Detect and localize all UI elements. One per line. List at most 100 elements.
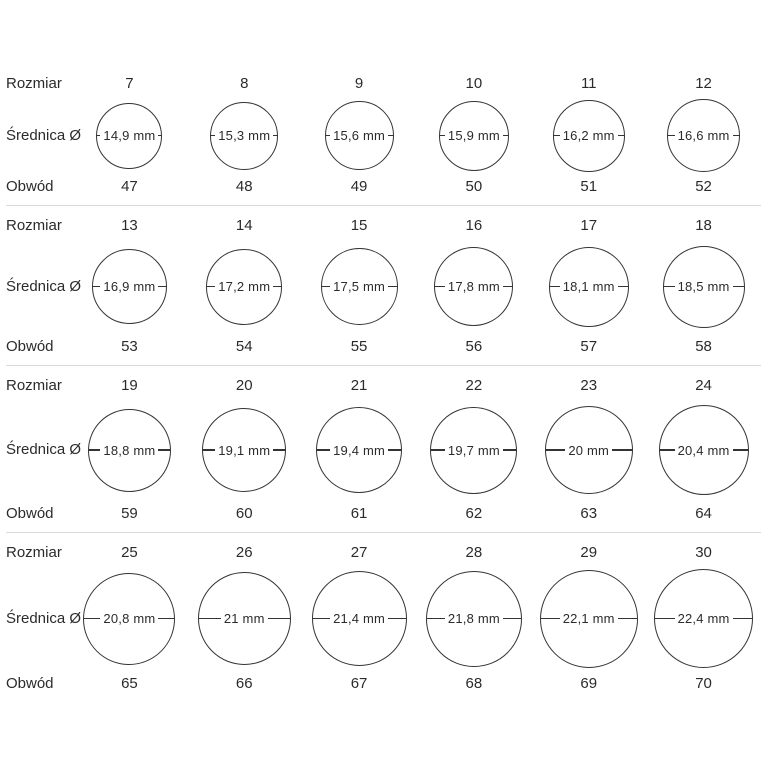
diameter-line-left	[439, 134, 445, 137]
circumference-number: 58	[695, 338, 712, 355]
ring-size-number: 25	[121, 544, 138, 561]
ring-circle: 21 mm	[197, 572, 291, 665]
diameter-line-left	[203, 449, 216, 451]
label-rozmiar: Rozmiar	[6, 544, 62, 561]
row-labels: Rozmiar Średnica Ø Obwód	[6, 533, 81, 702]
ring-circle: 20,8 mm	[83, 572, 176, 665]
diameter-label: 18,8 mm	[103, 442, 156, 458]
diameter-line-left	[84, 617, 101, 620]
row-labels: Rozmiar Średnica Ø Obwód	[6, 366, 81, 532]
row-labels: Rozmiar Średnica Ø Obwód	[6, 64, 81, 205]
ring-size-cell: 25 20,8 mm 65	[72, 533, 187, 702]
diameter-line-right	[158, 449, 170, 451]
ring-circle: 19,1 mm	[202, 408, 287, 492]
diameter-label: 15,9 mm	[447, 128, 500, 143]
diameter-line-left	[317, 449, 331, 451]
diameter-line-right	[502, 449, 517, 451]
diameter-label: 19,1 mm	[218, 442, 271, 458]
label-obwod: Obwód	[6, 505, 54, 522]
ring-circle-wrap: 18,5 mm	[662, 236, 745, 337]
circumference-number: 67	[350, 675, 368, 692]
circumference-number: 65	[121, 675, 138, 692]
ring-circle: 16,6 mm	[667, 99, 741, 172]
ring-size-number: 12	[695, 75, 712, 92]
ring-size-cell: 22 19,7 mm 62	[416, 366, 531, 532]
circumference-number: 56	[465, 338, 483, 355]
diameter-line-right	[732, 134, 740, 137]
circumference-number: 62	[465, 505, 483, 522]
diameter-label: 20,4 mm	[677, 442, 730, 458]
circumference-number: 51	[580, 178, 598, 195]
ring-circle-wrap: 17,5 mm	[320, 236, 398, 337]
ring-size-number: 26	[235, 544, 253, 561]
ring-circle: 16,2 mm	[552, 99, 625, 172]
circumference-number: 49	[350, 178, 368, 195]
ring-size-cell: 16 17,8 mm 56	[416, 206, 531, 365]
ring-circle-wrap: 16,9 mm	[91, 236, 167, 337]
diameter-line-right	[273, 285, 282, 288]
label-obwod: Obwód	[6, 338, 54, 355]
circumference-number: 60	[235, 505, 253, 522]
diameter-line-right	[502, 617, 521, 620]
ring-size-number: 10	[465, 75, 483, 92]
diameter-line-right	[617, 134, 624, 137]
diameter-line-left	[431, 449, 445, 451]
diameter-label: 16,6 mm	[677, 128, 730, 143]
diameter-line-right	[158, 617, 175, 620]
ring-size-cell: 11 16,2 mm 51	[531, 64, 646, 205]
ring-circle-wrap: 21,8 mm	[425, 563, 522, 674]
diameter-label: 21,4 mm	[333, 611, 386, 626]
ring-size-number: 9	[354, 75, 364, 92]
diameter-line-left	[207, 285, 216, 288]
diameter-line-left	[88, 449, 101, 451]
diameter-line-left	[198, 617, 221, 620]
circumference-number: 59	[121, 505, 138, 522]
diameter-line-right	[158, 285, 166, 288]
ring-circle: 19,4 mm	[316, 407, 403, 493]
diameter-label: 15,3 mm	[218, 128, 271, 143]
ring-size-cell: 8 15,3 mm 48	[187, 64, 302, 205]
ring-size-cell: 23 20 mm 63	[531, 366, 646, 532]
ring-circle-wrap: 19,1 mm	[202, 396, 287, 504]
row-cells: 7 14,9 mm 47 8 15,3 mm 48 9 15,6 mm	[72, 64, 761, 205]
ring-circle-wrap: 20,4 mm	[658, 396, 749, 504]
ring-size-number: 18	[695, 217, 712, 234]
diameter-line-left	[435, 285, 445, 288]
diameter-label: 20,8 mm	[103, 611, 156, 626]
ring-circle-wrap: 18,8 mm	[87, 396, 171, 504]
diameter-line-right	[388, 285, 397, 288]
diameter-line-left	[321, 285, 331, 288]
ring-size-number: 27	[350, 544, 368, 561]
diameter-label: 16,9 mm	[103, 279, 156, 294]
ring-size-cell: 18 18,5 mm 58	[646, 206, 761, 365]
ring-circle: 21,8 mm	[425, 570, 522, 667]
label-srednica: Średnica Ø	[6, 609, 82, 627]
diameter-line-right	[732, 617, 753, 620]
diameter-line-left	[97, 134, 101, 137]
diameter-line-left	[312, 617, 331, 620]
ring-circle-wrap: 20,8 mm	[83, 563, 176, 674]
ring-size-number: 24	[695, 377, 712, 394]
diameter-label: 22,1 mm	[562, 611, 615, 626]
ring-circle-wrap: 19,4 mm	[316, 396, 403, 504]
circumference-number: 48	[235, 178, 253, 195]
ring-size-cell: 12 16,6 mm 52	[646, 64, 761, 205]
ring-size-number: 29	[580, 544, 598, 561]
label-srednica-wrap: Średnica Ø	[6, 236, 81, 337]
circumference-number: 47	[121, 178, 138, 195]
label-srednica-wrap: Średnica Ø	[6, 396, 81, 504]
ring-circle: 15,9 mm	[438, 100, 509, 171]
diameter-label: 20 mm	[568, 442, 610, 458]
ring-circle-wrap: 21,4 mm	[311, 563, 407, 674]
circumference-number: 55	[350, 338, 368, 355]
ring-circle: 22,4 mm	[654, 569, 754, 668]
ring-circle-wrap: 16,2 mm	[552, 94, 625, 177]
row-labels: Rozmiar Średnica Ø Obwód	[6, 206, 81, 365]
ring-size-number: 17	[580, 217, 598, 234]
diameter-label: 21 mm	[223, 611, 265, 626]
diameter-label: 19,7 mm	[447, 442, 500, 458]
diameter-line-right	[388, 134, 393, 137]
diameter-label: 17,8 mm	[447, 279, 500, 294]
ring-size-cell: 14 17,2 mm 54	[187, 206, 302, 365]
